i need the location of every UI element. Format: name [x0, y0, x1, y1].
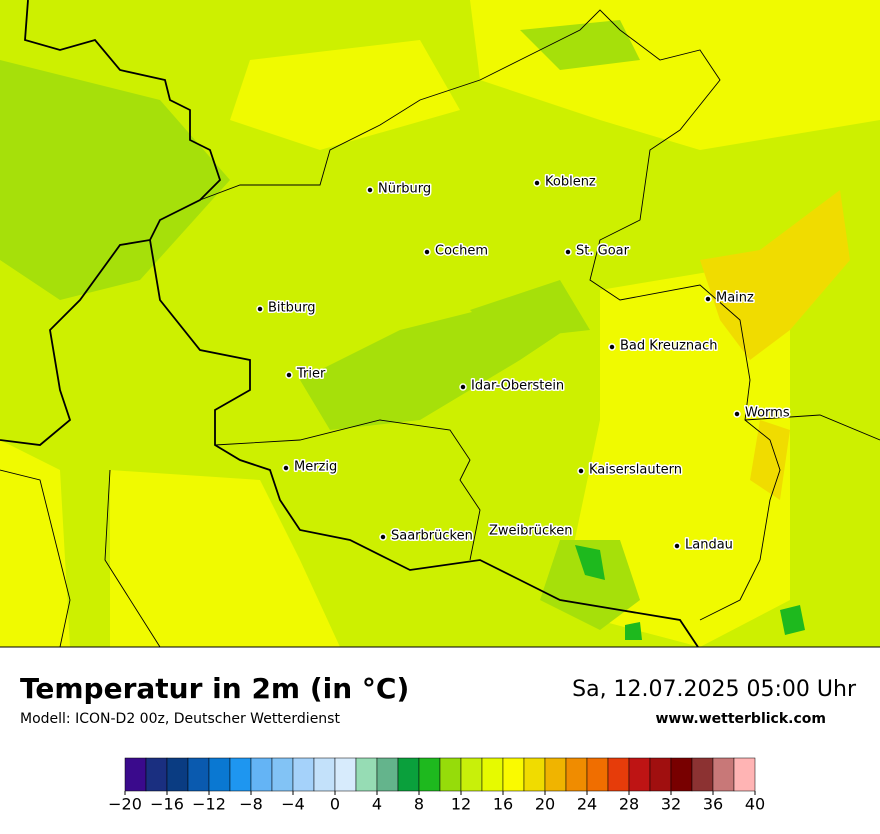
- colorbar-segment: [187, 757, 210, 792]
- colorbar-segment: [481, 757, 504, 792]
- colorbar-tick-label: 0: [330, 795, 340, 814]
- colorbar-tick-label: 28: [619, 795, 639, 814]
- colorbar-segment: [145, 757, 168, 792]
- colorbar-tick-label: −16: [150, 795, 184, 814]
- colorbar-segment: [418, 757, 441, 792]
- city-label: Zweibrücken: [489, 524, 572, 539]
- colorbar-segment: [712, 757, 735, 792]
- colorbar-segment: [313, 757, 336, 792]
- map: Nürburg Koblenz Cochem St. Goar Bitburg Mainz…: [0, 0, 880, 648]
- colorbar-tick-label: 8: [414, 795, 424, 814]
- colorbar-segment: [460, 757, 483, 792]
- city-dot: [608, 343, 616, 351]
- colorbar-tick-label: 16: [493, 795, 513, 814]
- city-dot: [564, 248, 572, 256]
- colorbar-tick-label: 24: [577, 795, 597, 814]
- city-dot: [366, 186, 374, 194]
- warmer-area: [700, 190, 850, 500]
- colorbar-segment: [607, 757, 630, 792]
- city-label: Nürburg: [378, 182, 431, 197]
- colorbar: −20 −16 −12 −8 −4 0 4 8 12 16 20 24 28 32 36 40: [108, 757, 765, 814]
- colorbar-segment: [670, 757, 693, 792]
- colorbar-segment: [376, 757, 399, 792]
- website: www.wetterblick.com: [656, 711, 827, 727]
- city-label: Cochem: [435, 244, 488, 259]
- colorbar-tick-label: 40: [745, 795, 765, 814]
- colorbar-segment: [523, 757, 546, 792]
- city-dot: [423, 248, 431, 256]
- city-label: Merzig: [294, 460, 337, 475]
- city-layer: Nürburg Koblenz Cochem St. Goar Bitburg Mainz…: [256, 173, 791, 554]
- colorbar-segment: [250, 757, 273, 792]
- state-borders: [0, 9, 880, 648]
- colorbar-segment: [628, 757, 651, 792]
- colorbar-segment: [166, 757, 189, 792]
- city-dot: [256, 305, 264, 313]
- colorbar-segment: [649, 757, 672, 792]
- state-border: [0, 414, 880, 648]
- colorbar-segment: [397, 757, 420, 792]
- city-label: Mainz: [716, 291, 754, 306]
- colorbar-tick-label: 20: [535, 795, 555, 814]
- colorbar-segment: [334, 757, 357, 792]
- city-label: Bad Kreuznach: [620, 339, 718, 354]
- city-label: Kaiserslautern: [589, 463, 682, 478]
- city-dot: [673, 542, 681, 550]
- state-border: [214, 419, 481, 561]
- borders: [0, 0, 699, 648]
- colorbar-segment: [124, 757, 147, 792]
- city-dot: [733, 410, 741, 418]
- colorbar-segment: [502, 757, 525, 792]
- city-label: Koblenz: [545, 175, 596, 190]
- national-border: [149, 239, 699, 648]
- colorbar-tick-label: 36: [703, 795, 723, 814]
- colorbar-segment: [544, 757, 567, 792]
- colorbar-tick-label: 12: [451, 795, 471, 814]
- state-border: [199, 9, 781, 621]
- cool-area: [0, 20, 640, 630]
- city-label: Trier: [296, 367, 326, 382]
- colorbar-tick-label: −8: [239, 795, 263, 814]
- city-label: St. Goar: [576, 244, 630, 259]
- colorbar-segment: [439, 757, 462, 792]
- colorbar-tick-label: 32: [661, 795, 681, 814]
- colorbar-segment: [565, 757, 588, 792]
- city-label: Idar-Oberstein: [471, 379, 564, 394]
- city-dot: [704, 295, 712, 303]
- colorbar-tick-label: −4: [281, 795, 305, 814]
- city-label: Bitburg: [268, 301, 316, 316]
- city-dot: [379, 533, 387, 541]
- colorbar-segment: [271, 757, 294, 792]
- colorbar-tick-label: −20: [108, 795, 142, 814]
- colorbar-segment: [733, 757, 756, 792]
- colorbar-tick-label: −12: [192, 795, 226, 814]
- city-dot: [459, 383, 467, 391]
- colorbar-segment: [292, 757, 315, 792]
- colorbar-segment: [691, 757, 714, 792]
- datetime: Sa, 12.07.2025 05:00 Uhr: [572, 677, 857, 702]
- city-dot: [285, 371, 293, 379]
- colorbar-tick-label: 4: [372, 795, 382, 814]
- warm-area: [0, 0, 880, 647]
- title: Temperatur in 2m (in °C): [20, 672, 409, 705]
- city-label: Saarbrücken: [391, 529, 473, 544]
- city-dot: [533, 179, 541, 187]
- national-border: [0, 0, 222, 446]
- colorbar-segment: [229, 757, 252, 792]
- city-label: Worms: [745, 406, 790, 421]
- colorbar-segment: [355, 757, 378, 792]
- colorbar-segment: [208, 757, 231, 792]
- city-dot: [282, 464, 290, 472]
- subtitle: Modell: ICON-D2 00z, Deutscher Wetterdie…: [20, 711, 340, 727]
- cooler-area: [575, 545, 805, 640]
- city-label: Landau: [685, 538, 733, 553]
- colorbar-segment: [586, 757, 609, 792]
- city-dot: [577, 467, 585, 475]
